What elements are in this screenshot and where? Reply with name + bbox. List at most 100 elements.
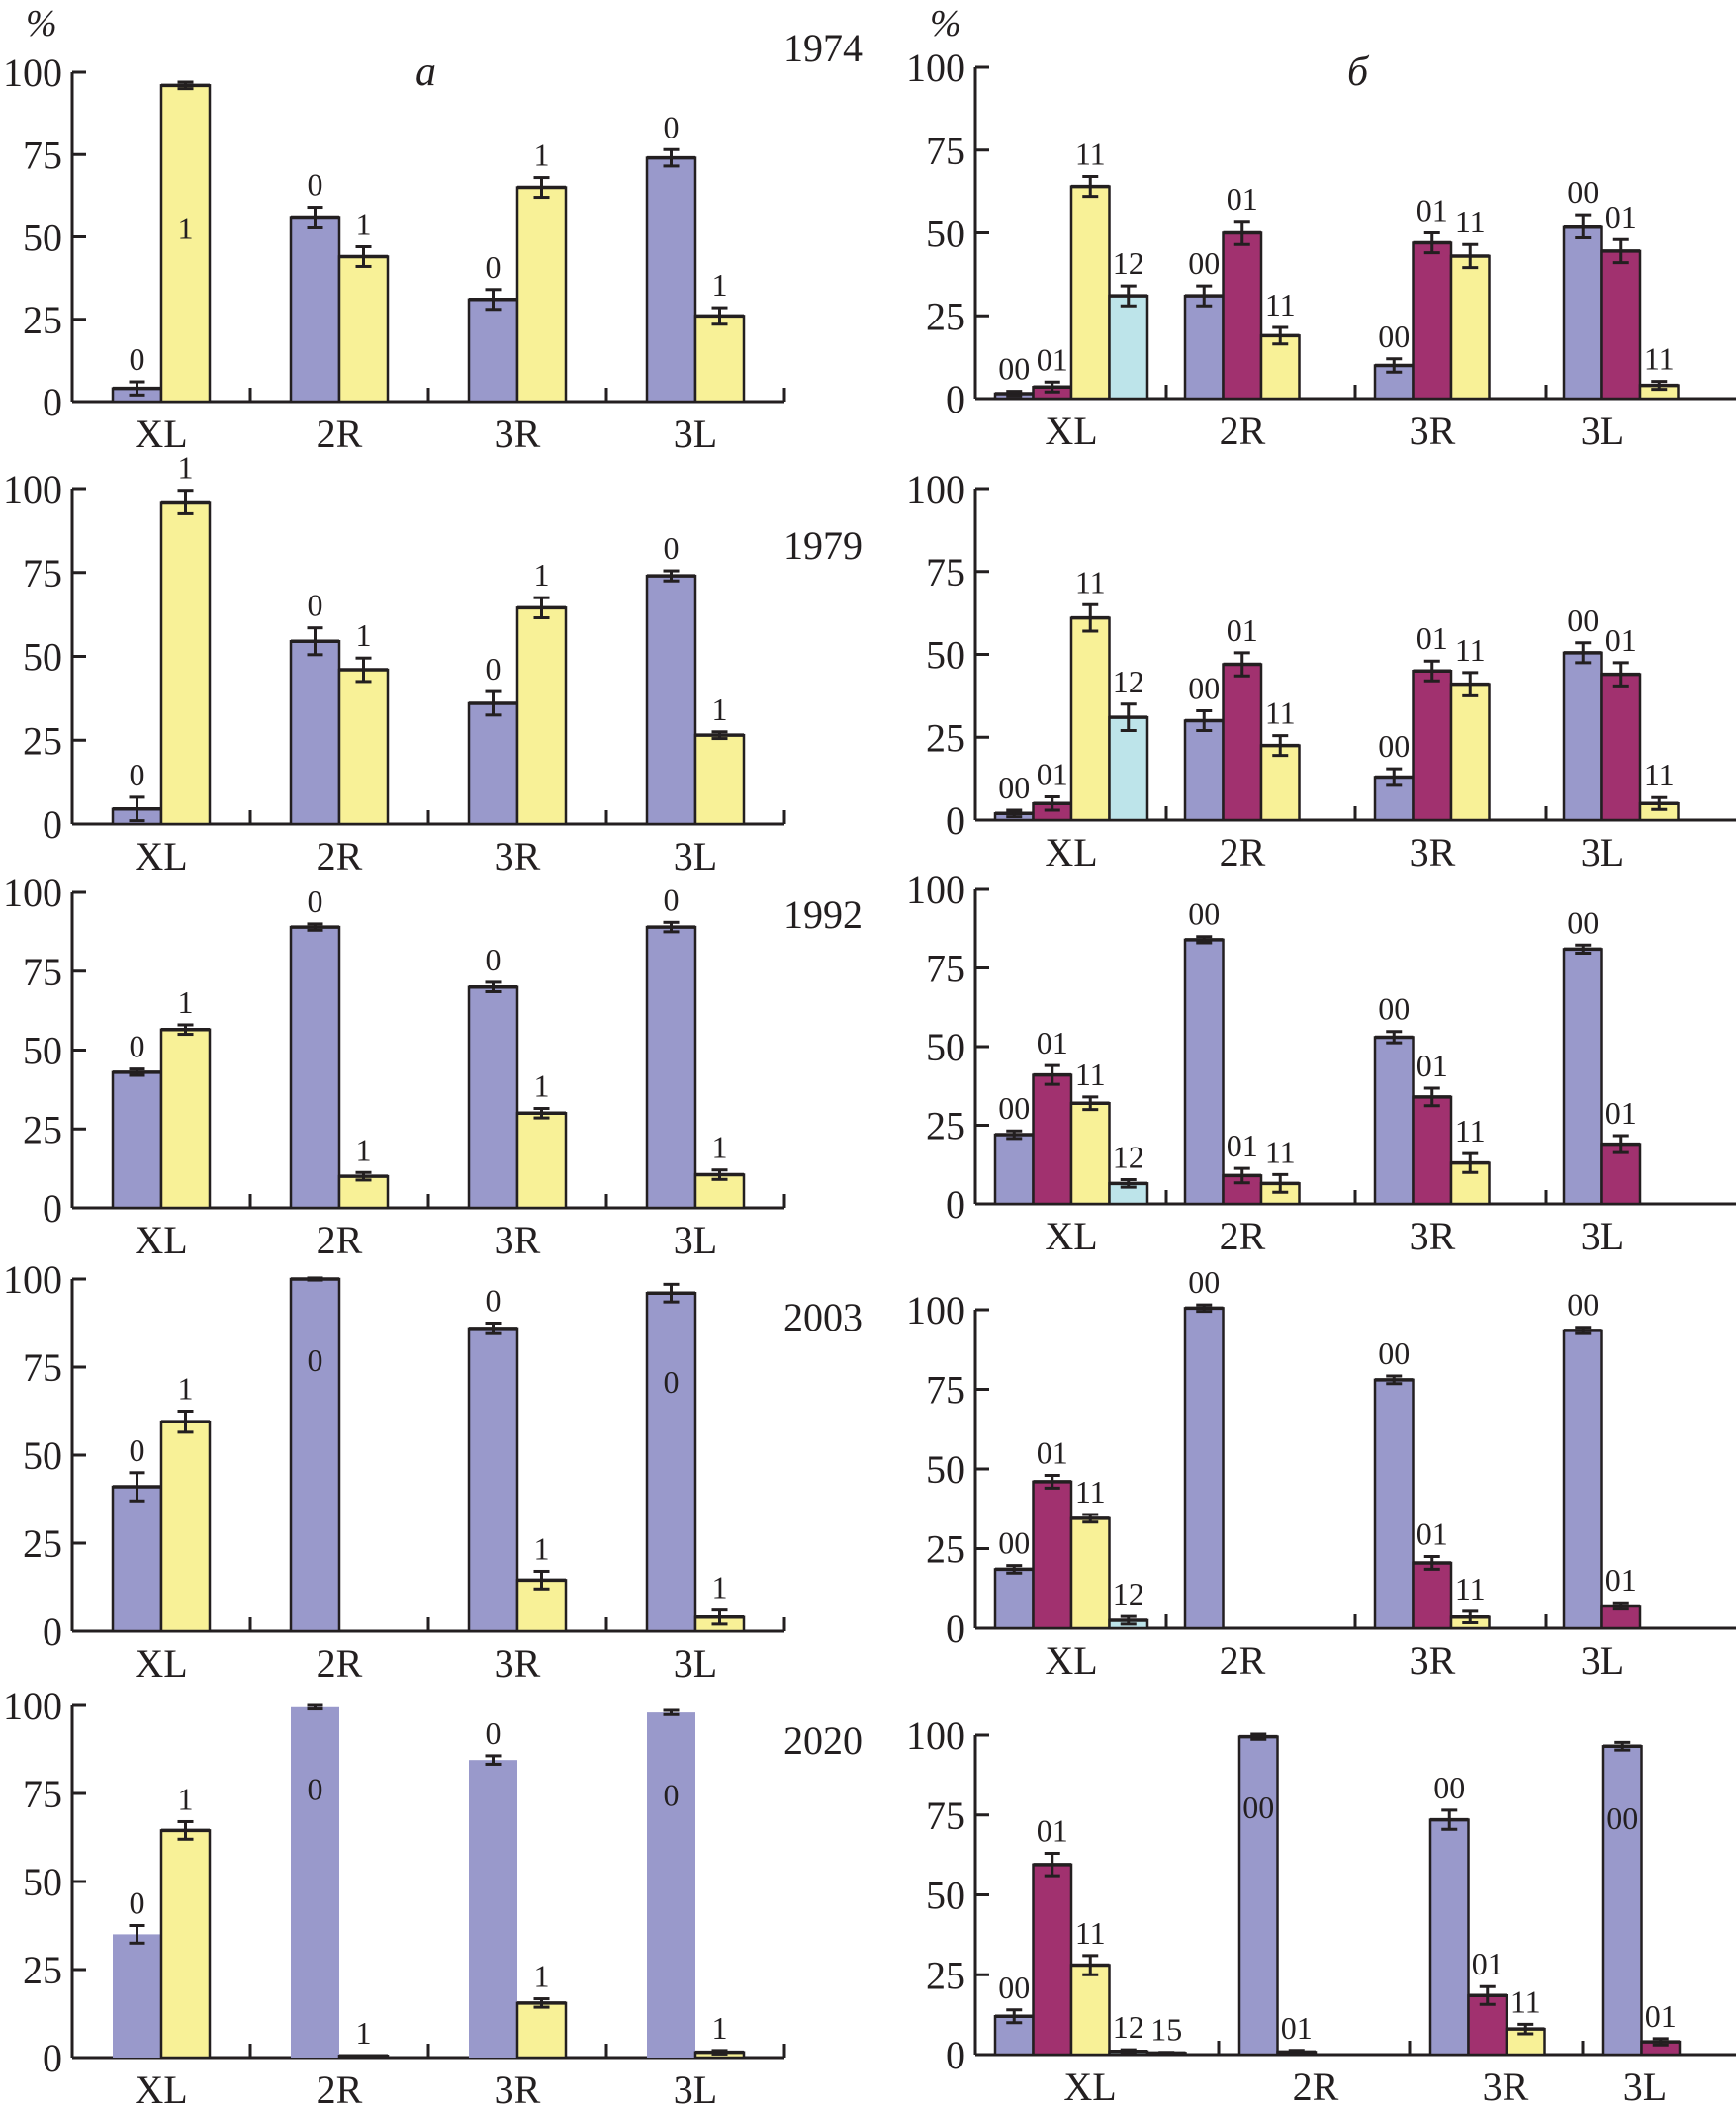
- category-label: 3R: [495, 834, 541, 878]
- bar-3R-1: [515, 606, 568, 826]
- year-label: 1979: [783, 523, 863, 568]
- category-label: 3R: [495, 412, 541, 456]
- bar-3R-00: [1428, 1818, 1470, 2057]
- bar-data-label: 1: [712, 267, 728, 303]
- error-bar: [307, 1703, 323, 1711]
- y-tick-label: 75: [926, 129, 965, 173]
- bar-2R-1: [337, 255, 390, 404]
- y-tick-label: 0: [43, 1609, 62, 1654]
- bar-3L-00: [1562, 948, 1603, 1206]
- bar-3R-1: [515, 2001, 568, 2060]
- error-bar: [663, 1708, 680, 1716]
- y-tick-label: 50: [23, 635, 62, 680]
- error-bar: [663, 1282, 680, 1304]
- category-label: 3L: [1581, 409, 1624, 453]
- error-bar: [1196, 1303, 1213, 1314]
- bar-data-label: 00: [1433, 1770, 1465, 1805]
- bar-data-label: 1: [534, 138, 550, 173]
- error-bar: [485, 288, 502, 312]
- bar-XL-1: [159, 1829, 212, 2060]
- category-label: 3L: [1623, 2065, 1667, 2109]
- bar-data-label: 00: [998, 1970, 1030, 2005]
- error-bar: [1044, 1473, 1060, 1490]
- y-tick-label: 75: [23, 1345, 62, 1390]
- category-label: 2R: [317, 412, 363, 456]
- error-bar: [355, 244, 372, 268]
- error-bar: [1462, 671, 1479, 697]
- error-bar: [1575, 213, 1592, 240]
- bar-data-label: 0: [486, 942, 502, 977]
- bar-data-label: 1: [712, 2010, 728, 2046]
- error-bar: [355, 1170, 372, 1182]
- bar-data-label: 00: [1567, 1287, 1599, 1323]
- category-label: 3L: [674, 834, 717, 878]
- y-tick-label: 0: [43, 1186, 62, 1231]
- bar-data-label: 00: [998, 351, 1030, 387]
- bar-3R-00: [1373, 1378, 1415, 1630]
- bar-XL-0: [111, 1070, 163, 1210]
- bar-data-label: 1: [178, 450, 194, 486]
- year-label: 1974: [783, 26, 863, 70]
- bar-XL-11: [1069, 616, 1111, 822]
- bar-2R-01: [1222, 663, 1263, 822]
- y-unit-right: %: [930, 3, 961, 45]
- y-tick-label: 25: [926, 1953, 965, 1997]
- bar-3R-11: [1449, 254, 1491, 401]
- bar-data-label: 12: [1113, 2009, 1144, 2045]
- bar-data-label: 0: [308, 167, 323, 203]
- y-tick-label: 100: [3, 467, 62, 511]
- error-bar: [1006, 2008, 1023, 2025]
- category-label: 3R: [495, 2067, 541, 2112]
- bar-2R-0: [291, 1706, 339, 2058]
- bar-data-label: 01: [1416, 1048, 1448, 1083]
- y-tick-label: 75: [926, 1793, 965, 1838]
- bar-2R-0: [289, 925, 341, 1210]
- category-label: 3R: [1410, 1638, 1456, 1683]
- year-label: 1992: [783, 892, 863, 937]
- error-bar: [1612, 1601, 1629, 1611]
- bar-data-label: 12: [1113, 664, 1144, 699]
- error-bar: [177, 1819, 194, 1841]
- y-tick-label: 50: [926, 1025, 965, 1069]
- error-bar: [1423, 231, 1440, 255]
- error-bar: [711, 306, 728, 326]
- bar-data-label: 00: [1188, 670, 1220, 705]
- error-bar: [1272, 325, 1289, 346]
- bar-data-label: 11: [1265, 695, 1296, 731]
- y-tick-label: 100: [906, 46, 965, 90]
- bar-2R-11: [1259, 334, 1301, 401]
- bar-data-label: 0: [130, 1029, 145, 1064]
- bar-3R-01: [1412, 1095, 1453, 1206]
- bar-3L-00: [1562, 225, 1603, 401]
- bar-data-label: 00: [1606, 1800, 1638, 1836]
- bar-data-label: 12: [1113, 1140, 1144, 1175]
- category-label: XL: [135, 2067, 187, 2112]
- bar-3L-0: [645, 156, 697, 404]
- bar-XL-11: [1069, 1516, 1111, 1630]
- bar-data-label: 0: [308, 588, 323, 623]
- y-tick-label: 25: [926, 715, 965, 760]
- error-bar: [1006, 808, 1023, 819]
- bar-data-label: 1: [356, 1132, 372, 1167]
- bar-data-label: 01: [1227, 612, 1258, 648]
- bar-3R-1: [515, 1112, 568, 1210]
- error-bar: [1612, 237, 1629, 265]
- category-label: 2R: [1220, 830, 1266, 874]
- y-tick-label: 25: [926, 1527, 965, 1572]
- category-label: 2R: [317, 1641, 363, 1686]
- error-bar: [307, 1276, 323, 1282]
- error-bar: [1044, 1852, 1060, 1878]
- y-tick-label: 75: [926, 550, 965, 595]
- error-bar: [1196, 935, 1213, 945]
- error-bar: [533, 1569, 550, 1591]
- y-tick-label: 0: [43, 380, 62, 424]
- error-bar: [307, 922, 323, 932]
- bar-2R-00: [1237, 1735, 1279, 2057]
- bar-XL-01: [1032, 1073, 1073, 1206]
- category-label: 2R: [1220, 1214, 1266, 1258]
- bar-2R-1: [337, 668, 390, 826]
